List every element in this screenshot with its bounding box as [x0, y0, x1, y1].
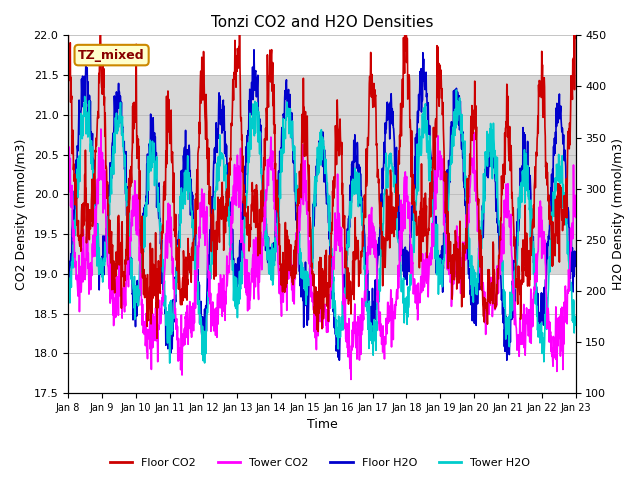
- Bar: [68, 75, 575, 274]
- Y-axis label: CO2 Density (mmol/m3): CO2 Density (mmol/m3): [15, 139, 28, 290]
- Legend: Floor CO2, Tower CO2, Floor H2O, Tower H2O: Floor CO2, Tower CO2, Floor H2O, Tower H…: [105, 453, 535, 472]
- Text: TZ_mixed: TZ_mixed: [78, 48, 145, 61]
- Title: Tonzi CO2 and H2O Densities: Tonzi CO2 and H2O Densities: [211, 15, 433, 30]
- X-axis label: Time: Time: [307, 419, 337, 432]
- Y-axis label: H2O Density (mmol/m3): H2O Density (mmol/m3): [612, 138, 625, 290]
